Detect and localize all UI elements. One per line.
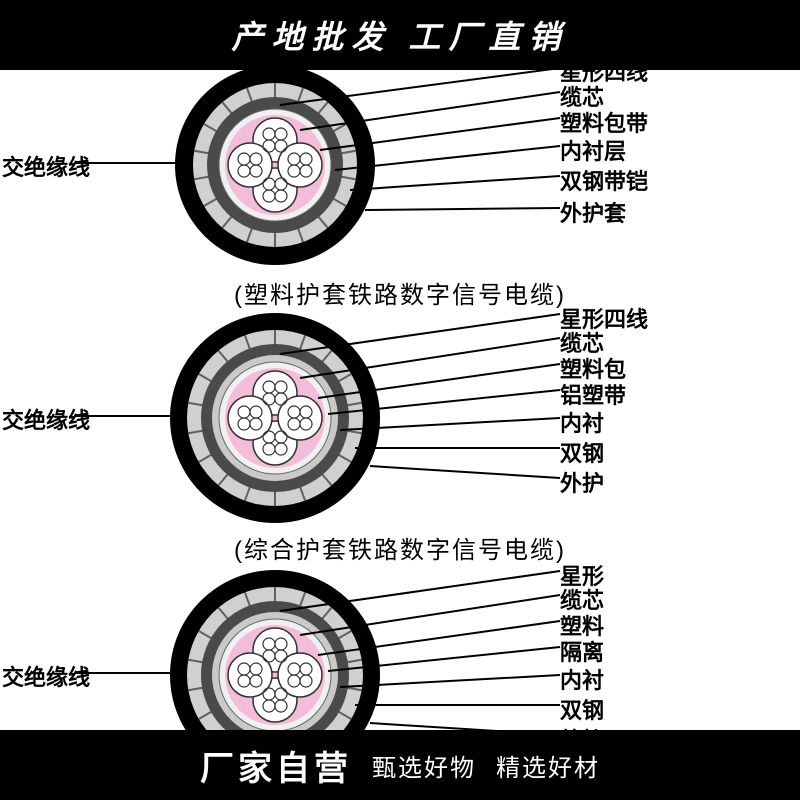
- cable-diagram-1: 交绝缘线: [0, 60, 800, 280]
- cable-diagram-3: 交绝缘线: [0, 565, 800, 745]
- left-label-2: 交绝缘线: [0, 403, 90, 435]
- leader-left-2: [75, 415, 185, 417]
- r2-5: 双钢: [560, 436, 800, 468]
- cable-diagram-2: 交绝缘线: [0, 308, 800, 528]
- r1-4: 双钢带铠: [560, 164, 800, 196]
- r2-6: 外护: [560, 466, 800, 498]
- leaders-right-3: [270, 565, 570, 745]
- r3-5: 双钢: [560, 693, 800, 725]
- leader-left-3: [75, 672, 185, 674]
- r1-3: 内衬层: [560, 134, 800, 166]
- r1-5: 外护套: [560, 196, 800, 228]
- bottom-main-text: 厂家自营: [200, 741, 352, 790]
- left-label-1: 交绝缘线: [0, 150, 90, 182]
- bottom-aux-right: 精选好材: [496, 748, 600, 783]
- leaders-right-2: [270, 308, 570, 528]
- r3-4: 内衬: [560, 663, 800, 695]
- bottom-banner: 厂家自营 甄选好物 精选好材: [0, 730, 800, 800]
- top-banner-text: 产地批发 工厂直销: [232, 12, 569, 58]
- bottom-aux-left: 甄选好物: [372, 748, 476, 783]
- leader-left-1: [75, 162, 185, 164]
- r2-4: 内衬: [560, 406, 800, 438]
- content-area: 交绝缘线: [0, 70, 800, 730]
- left-label-3: 交绝缘线: [0, 660, 90, 692]
- leaders-right-1: [270, 60, 570, 270]
